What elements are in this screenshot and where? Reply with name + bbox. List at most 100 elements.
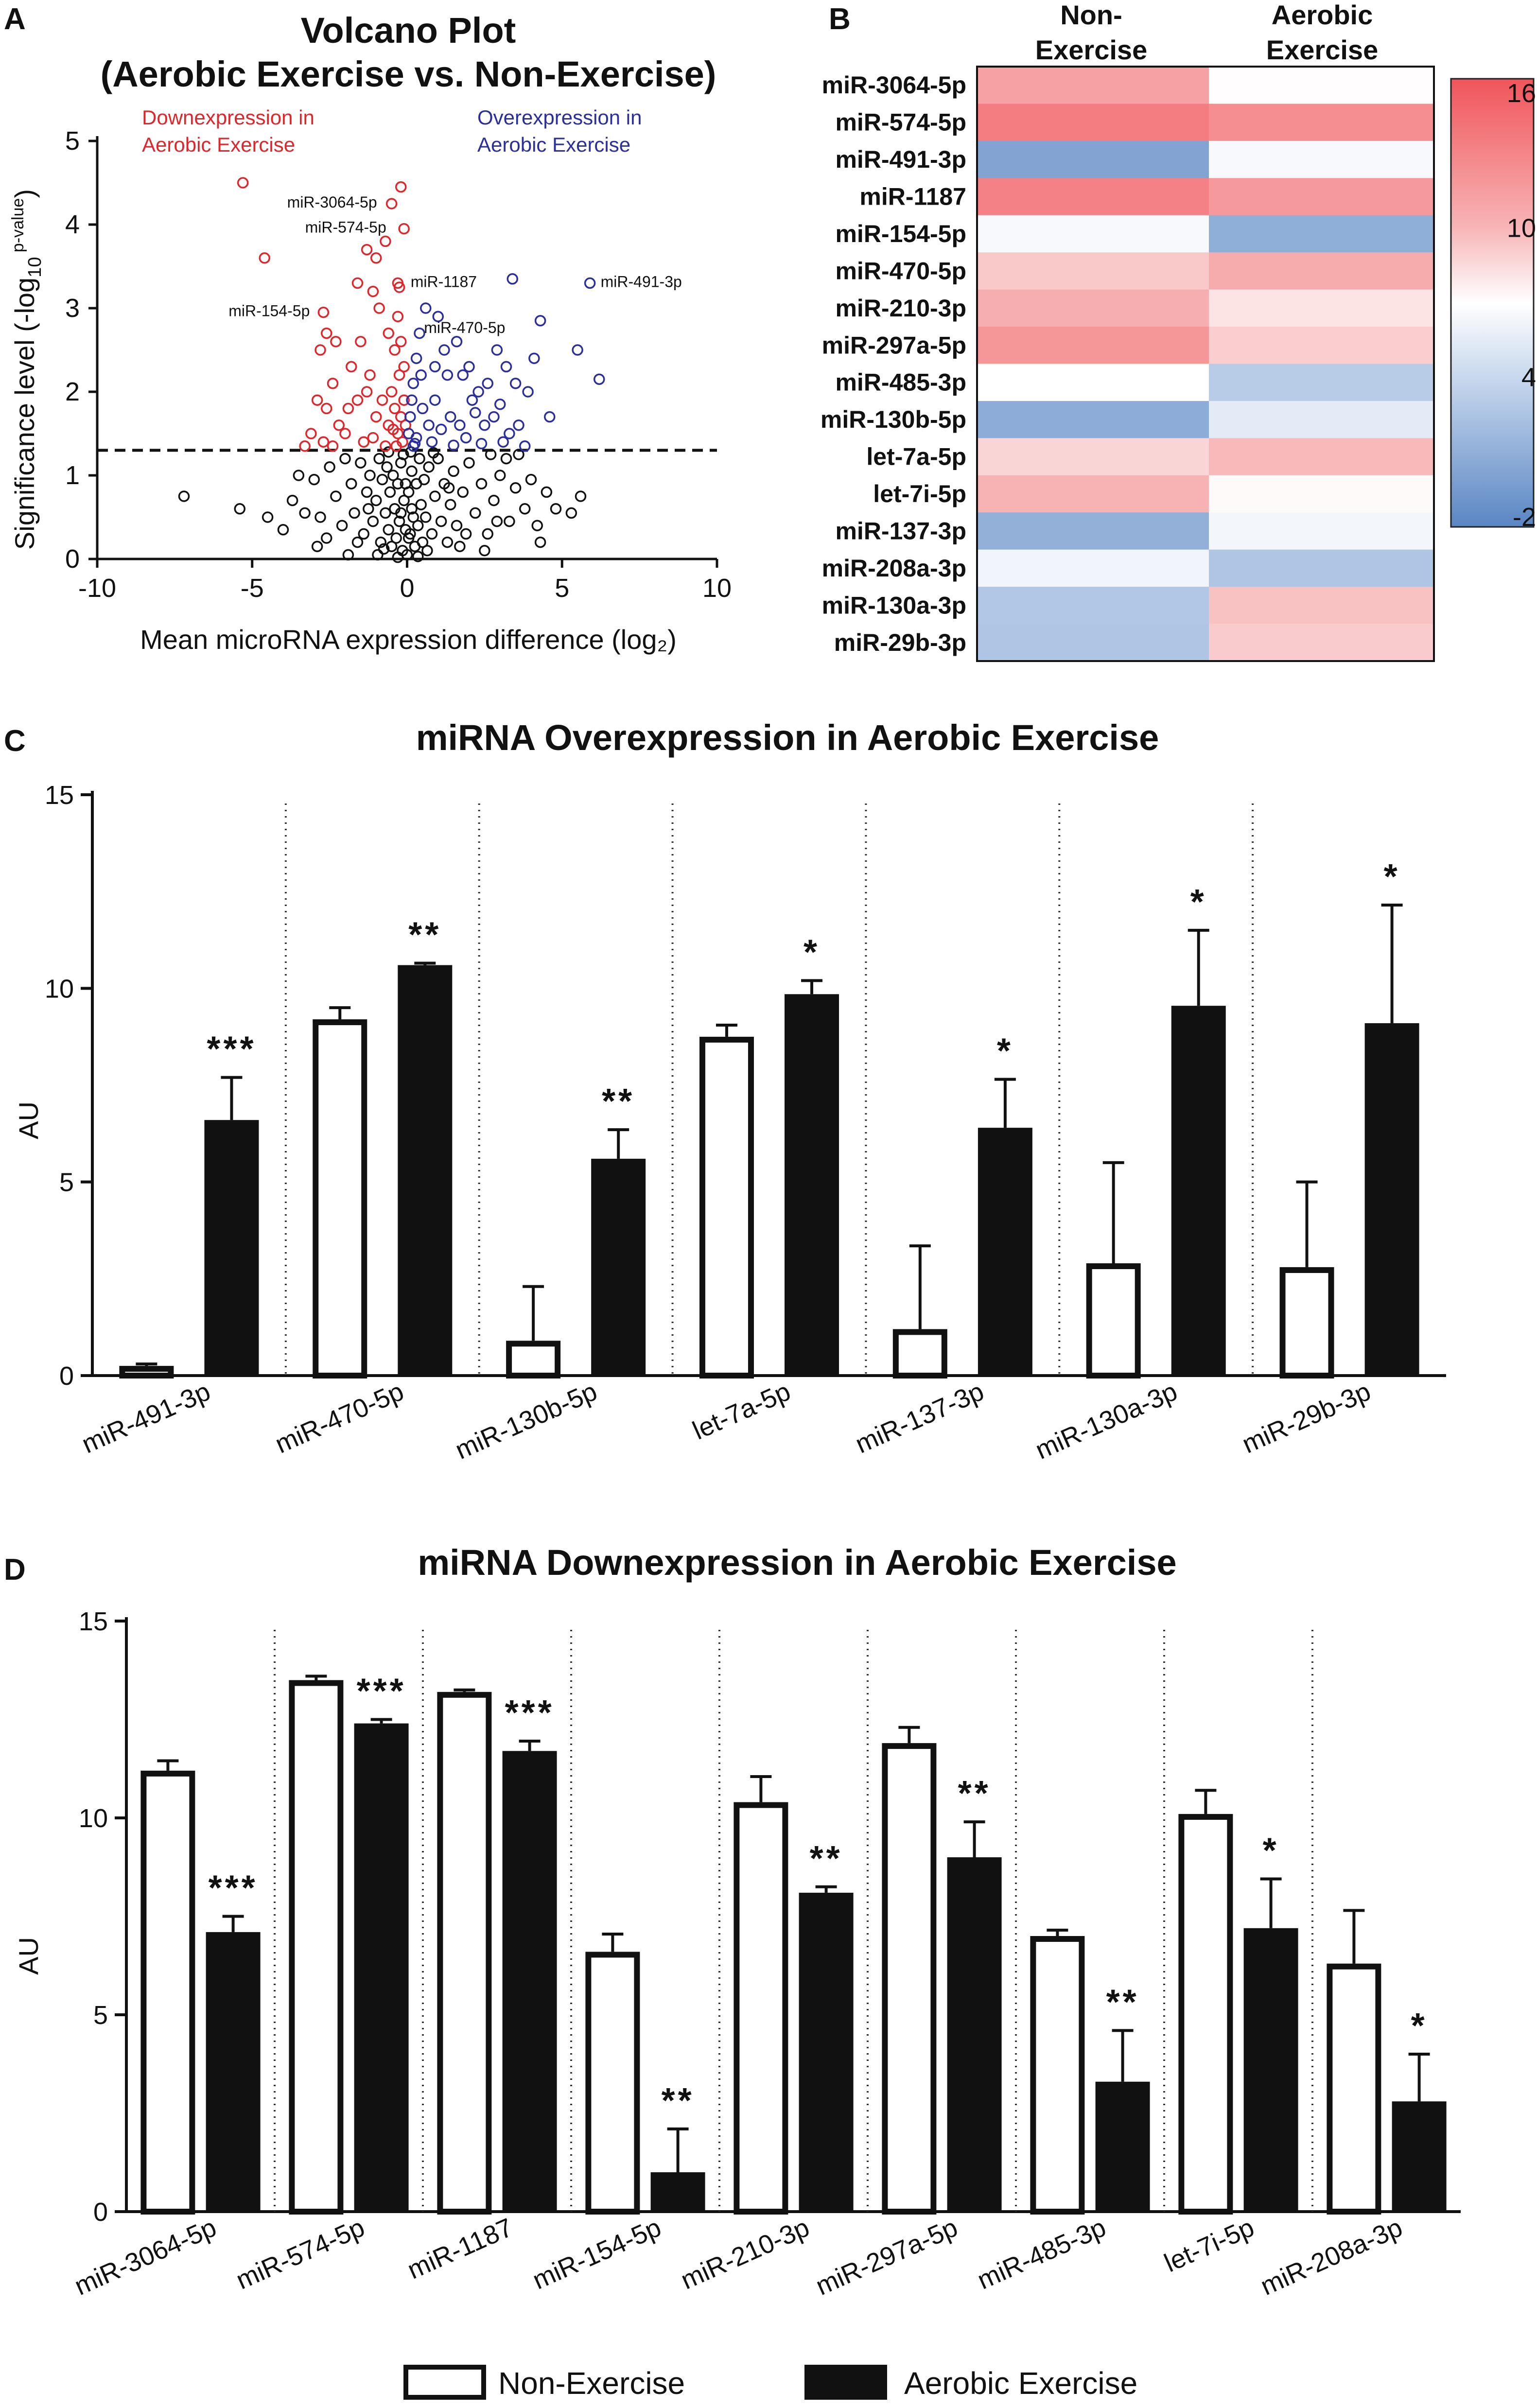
bar-y-tick-label: 5 [59, 1168, 74, 1197]
heatmap-row-label: miR-3064-5p [822, 71, 966, 99]
volcano-point-down [389, 344, 401, 356]
volcano-point-nonsignificant [361, 486, 373, 498]
volcano-y-title-main: Significance level (-log [9, 278, 40, 550]
volcano-point-up [415, 369, 427, 381]
volcano-point-nonsignificant [321, 532, 332, 544]
heatmap-cell-non-exercise [977, 252, 1209, 290]
panel-label-a: A [4, 2, 26, 36]
volcano-point-up [454, 419, 466, 431]
volcano-point-nonsignificant [504, 515, 515, 527]
volcano-point-nonsignificant [383, 446, 394, 458]
volcano-point-nonsignificant [342, 549, 354, 561]
volcano-point-nonsignificant [358, 528, 369, 540]
heatmap-cell-non-exercise [977, 67, 1209, 104]
bar-non-exercise [882, 1743, 937, 2215]
volcano-point-down [398, 361, 410, 373]
volcano-point-nonsignificant [541, 486, 553, 498]
heatmap-scale-ticks: 16 10 4 -2 [1507, 79, 1536, 532]
volcano-point-down [373, 302, 385, 314]
volcano-point-nonsignificant [412, 551, 424, 562]
volcano-point-nonsignificant [479, 545, 490, 557]
bar-y-tick-label: 0 [93, 2198, 108, 2227]
volcano-point-nonsignificant [299, 507, 311, 519]
volcano-point-up [500, 361, 512, 373]
volcano-point-down [305, 428, 317, 439]
volcano-point-up [451, 336, 463, 348]
volcano-point-nonsignificant [339, 453, 351, 465]
volcano-point-nonsignificant [384, 486, 396, 498]
significance-marker: ** [1106, 1983, 1139, 2022]
volcano-point-up [429, 394, 441, 406]
significance-marker: ** [408, 916, 441, 955]
bar-aerobic [1392, 2101, 1447, 2212]
up-region-label-line1: Overexpression in [477, 106, 642, 129]
volcano-point-nonsignificant [482, 528, 493, 540]
bar-aerobic [978, 1128, 1032, 1376]
volcano-annotation: miR-1187 [411, 273, 477, 290]
heatmap-row-label: miR-208a-3p [822, 555, 966, 582]
volcano-point-nonsignificant [420, 511, 432, 523]
bar-y-tick-label: 15 [79, 1607, 108, 1636]
bar-non-exercise [892, 1329, 947, 1378]
panel-label-c: C [4, 724, 26, 758]
volcano-point-down [393, 281, 405, 293]
volcano-point-down [339, 428, 351, 439]
volcano-axes: -10 -5 0 5 10 0 1 2 3 4 5 [65, 126, 732, 603]
heatmap-cell-aerobic [1209, 475, 1434, 513]
volcano-point-nonsignificant [448, 465, 459, 477]
volcano-point-up [407, 378, 419, 389]
volcano-point-up [423, 419, 435, 431]
volcano-y-title-sub: 10 [25, 257, 45, 278]
volcano-point-down [355, 336, 367, 348]
bar-non-exercise [1030, 1936, 1085, 2215]
volcano-point-down [364, 369, 376, 381]
heatmap-cell-non-exercise [977, 289, 1209, 327]
heatmap-cell-non-exercise [977, 587, 1209, 625]
bar-non-exercise [699, 1036, 754, 1379]
volcano-point-nonsignificant [380, 507, 391, 519]
heatmap-scale-tick-label: -2 [1513, 503, 1536, 532]
significance-marker: ** [662, 2081, 695, 2120]
category-label: miR-1187 [403, 2213, 517, 2285]
up-region-label-line2: Aerobic Exercise [477, 133, 630, 156]
heatmap-scale-tick-label: 16 [1507, 79, 1536, 108]
volcano-point-nonsignificant [415, 499, 427, 510]
volcano-point-nonsignificant [457, 486, 469, 498]
volcano-point-nonsignificant [513, 449, 524, 460]
volcano-point-nonsignificant [314, 511, 326, 523]
category-label: miR-137-3p [851, 1377, 988, 1459]
category-label: miR-485-3p [973, 2213, 1110, 2295]
volcano-point-up [466, 394, 478, 406]
volcano-point-down [395, 181, 407, 193]
volcano-point-up [572, 344, 583, 356]
heatmap-color-scale [1450, 78, 1535, 528]
volcano-point-nonsignificant [373, 453, 385, 465]
volcano-point-nonsignificant [355, 457, 367, 469]
volcano-point-up [519, 440, 531, 452]
volcano-point-down [383, 327, 394, 339]
heatmap-row-label: miR-137-3p [835, 517, 966, 544]
volcano-point-nonsignificant [277, 524, 289, 536]
volcano-point-nonsignificant [488, 494, 500, 506]
bar-aerobic [650, 2172, 705, 2212]
volcano-annotation: miR-3064-5p [287, 193, 377, 211]
heatmap-cell-aerobic [1209, 549, 1434, 587]
heatmap-cell-non-exercise [977, 624, 1209, 662]
volcano-title: Volcano Plot [301, 10, 516, 51]
volcano-point-nonsignificant [370, 494, 382, 506]
bar-y-tick-label: 0 [59, 1361, 74, 1391]
volcano-annotation: miR-470-5p [424, 319, 505, 336]
volcano-point-down [398, 223, 410, 235]
category-label: miR-130b-5p [451, 1377, 602, 1465]
bar-non-exercise [506, 1341, 561, 1379]
volcano-point-nonsignificant [367, 515, 379, 527]
volcano-point-up [497, 436, 509, 448]
heatmap-cell-aerobic [1209, 587, 1434, 625]
volcano-point-nonsignificant [485, 449, 497, 460]
heatmap-col-nonexercise-line1: Non- [1060, 0, 1122, 30]
volcano-point-down [395, 336, 407, 348]
volcano-point-nonsignificant [421, 545, 433, 557]
volcano-point-up [407, 440, 419, 452]
volcano-point-nonsignificant [402, 532, 415, 544]
overexpression-y-axis-title: AU [13, 1101, 44, 1139]
